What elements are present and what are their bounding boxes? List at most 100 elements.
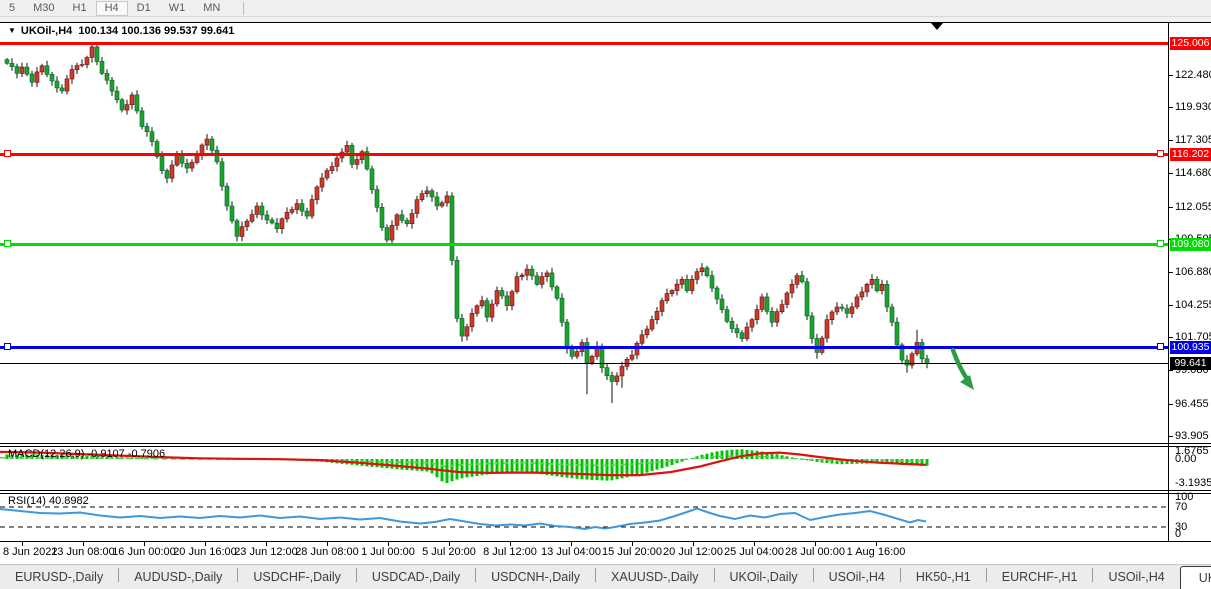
symbol-tab-xauusd-daily[interactable]: XAUUSD-,Daily — [611, 570, 699, 584]
time-tick-mark — [510, 542, 511, 546]
price-level-line[interactable] — [0, 152, 1168, 156]
price-tick-mark — [1168, 271, 1173, 273]
symbol-tab-usoil-h4[interactable]: USOil-,H4 — [1108, 570, 1165, 584]
symbol-tab-ukoil-daily[interactable]: UKOil-,Daily — [729, 570, 798, 584]
rsi-line — [0, 507, 927, 531]
chart-top-border — [0, 22, 1211, 23]
price-line-label: 125.006 — [1170, 36, 1211, 50]
down-arrow-annotation[interactable] — [945, 340, 1005, 400]
price-tick-label: 114.680 — [1175, 167, 1211, 180]
timeframe-button-h1[interactable]: H1 — [72, 1, 87, 14]
price-tick-mark — [1168, 370, 1173, 372]
rsi-axis-label: 100 — [1175, 491, 1194, 503]
time-tick-mark — [449, 542, 450, 546]
timeframe-button-mn[interactable]: MN — [203, 1, 221, 14]
time-tick-mark — [22, 542, 23, 546]
time-tick-mark — [388, 542, 389, 546]
price-tick-mark — [1168, 403, 1173, 405]
toolbar-gap — [0, 17, 1211, 22]
tab-separator — [355, 568, 357, 582]
symbol-tab-usdchf-daily[interactable]: USDCHF-,Daily — [253, 570, 341, 584]
symbol-tab-usdcnh-daily[interactable]: USDCNH-,Daily — [491, 570, 581, 584]
time-tick-label: 1 Jul 00:00 — [361, 546, 415, 558]
line-drag-handle[interactable] — [1157, 150, 1164, 158]
price-tick-label: 104.255 — [1175, 299, 1211, 312]
price-line-label: 116.202 — [1170, 147, 1211, 161]
pane-splitter-2a[interactable] — [0, 490, 1211, 491]
price-tick-label: 122.480 — [1175, 68, 1211, 81]
time-tick-mark — [205, 542, 206, 546]
pane-splitter-1a[interactable] — [0, 443, 1211, 444]
symbol-tab-eurusd-daily[interactable]: EURUSD-,Daily — [15, 570, 104, 584]
time-tick-mark — [144, 542, 145, 546]
chart-ohlc-values: 100.134 100.136 99.537 99.641 — [78, 25, 235, 37]
chart-title[interactable]: ▼ UKOil-,H4 100.134 100.136 99.537 99.641 — [8, 25, 234, 37]
timeframe-button-w1[interactable]: W1 — [168, 1, 186, 14]
price-tick-mark — [1168, 107, 1173, 109]
symbol-tab-bar: EURUSD-,Daily AUDUSD-,Daily USDCHF-,Daily U… — [0, 564, 1211, 589]
chart-symbol-period: UKOil-,H4 — [20, 25, 73, 37]
symbol-tab-eurchf-h1[interactable]: EURCHF-,H1 — [1001, 570, 1078, 584]
time-tick-mark — [815, 542, 816, 546]
symbol-tab-usoil-h4[interactable]: USOil-,H4 — [828, 570, 885, 584]
line-drag-handle[interactable] — [1157, 240, 1164, 248]
timeframe-button-d1[interactable]: D1 — [136, 1, 151, 14]
symbol-tab-audusd-daily[interactable]: AUDUSD-,Daily — [134, 570, 223, 584]
time-tick-label: 20 Jun 16:00 — [173, 546, 237, 558]
time-tick-label: 5 Jul 20:00 — [422, 546, 476, 558]
time-tick-mark — [83, 542, 84, 546]
current-price-line[interactable] — [0, 362, 1168, 364]
timeframe-button-5[interactable]: 5 — [9, 1, 16, 14]
timeframe-button-m30[interactable]: M30 — [33, 1, 55, 14]
line-drag-handle[interactable] — [4, 240, 11, 248]
price-tick-label: 117.305 — [1175, 134, 1211, 147]
price-level-line[interactable] — [0, 41, 1168, 45]
pane-splitter-2b[interactable] — [0, 493, 1211, 494]
toolbar-separator — [243, 1, 245, 15]
time-tick-label: 28 Jun 08:00 — [295, 546, 359, 558]
symbol-tab-hk50-h1[interactable]: HK50-,H1 — [915, 570, 971, 584]
price-tick-label: 119.930 — [1175, 101, 1211, 114]
symbol-tab-ukoil-h4[interactable]: UKOil-,H4 — [1179, 566, 1211, 589]
tab-separator — [237, 568, 239, 582]
line-drag-handle[interactable] — [1157, 343, 1164, 351]
price-tick-label: 112.055 — [1175, 200, 1211, 213]
price-tick-label: 93.905 — [1175, 429, 1209, 442]
time-tick-label: 1 Aug 16:00 — [846, 546, 906, 558]
timeframe-button-h4[interactable]: H4 — [95, 0, 128, 16]
price-tick-label: 106.880 — [1175, 265, 1211, 278]
price-level-line[interactable] — [0, 242, 1168, 246]
tab-separator — [595, 568, 597, 582]
price-tick-mark — [1168, 74, 1173, 76]
tab-separator — [1092, 568, 1094, 582]
time-tick-mark — [266, 542, 267, 546]
tab-separator — [985, 568, 987, 582]
line-drag-handle[interactable] — [4, 150, 11, 158]
time-tick-label: 13 Jun 08:00 — [51, 546, 115, 558]
line-drag-handle[interactable] — [4, 343, 11, 351]
symbol-tab-usdcad-daily[interactable]: USDCAD-,Daily — [371, 570, 461, 584]
candlestick-pane[interactable] — [0, 22, 1168, 443]
price-axis-line — [1168, 22, 1169, 541]
time-tick-mark — [327, 542, 328, 546]
tab-separator — [899, 568, 901, 582]
chart-shift-marker-icon[interactable] — [931, 23, 943, 30]
price-tick-mark — [1168, 305, 1173, 307]
rsi-axis-label: 0 — [1175, 528, 1182, 540]
time-tick-mark — [571, 542, 572, 546]
collapse-ohlc-icon[interactable]: ▼ — [8, 26, 16, 35]
time-tick-mark — [754, 542, 755, 546]
pane-splitter-1b[interactable] — [0, 446, 1211, 447]
time-axis-border — [0, 541, 1211, 542]
macd-line-dashed — [0, 455, 927, 468]
price-tick-mark — [1168, 173, 1173, 175]
rsi-label: RSI(14) 40.8982 — [8, 495, 89, 507]
rsi-axis-label: 30 — [1175, 521, 1188, 533]
price-line-label: 99.641 — [1170, 356, 1211, 370]
macd-axis-label: 0.00 — [1175, 452, 1197, 465]
bear-candles — [4, 46, 930, 382]
price-line-label: 100.935 — [1170, 340, 1211, 354]
tab-separator — [118, 568, 120, 582]
price-level-line[interactable] — [0, 345, 1168, 349]
